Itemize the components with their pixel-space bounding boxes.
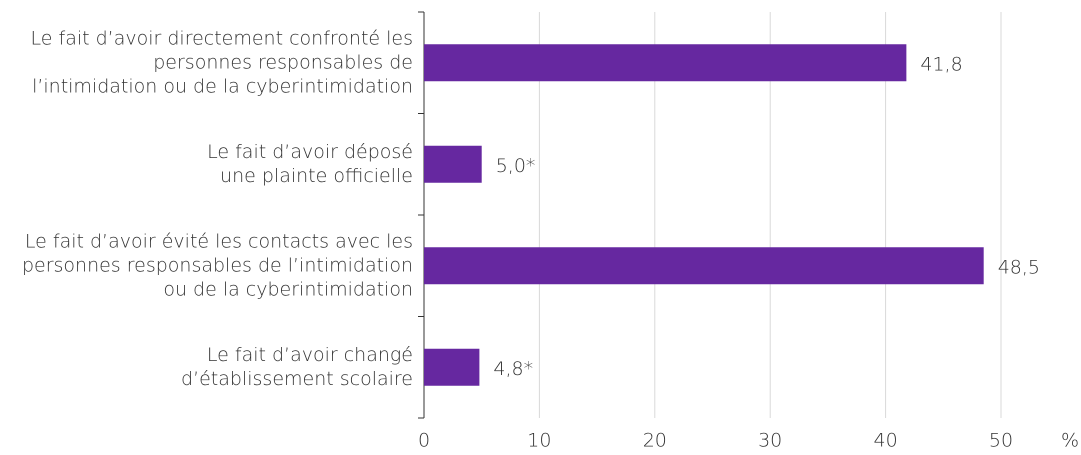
x-tick-label: 40 (874, 430, 898, 452)
x-tick-label: 50 (989, 430, 1013, 452)
bar (424, 247, 984, 285)
value-label: 41,8 (920, 53, 962, 75)
category-label: l’intimidation ou de la cyberintimidatio… (32, 75, 413, 97)
category-label: personnes responsables de (153, 51, 413, 73)
category-label: Le fait d’avoir déposé (207, 141, 413, 163)
category-label: Le fait d’avoir évité les contacts avec … (25, 230, 413, 252)
category-label: ou de la cyberintimidation (163, 278, 413, 300)
x-tick-label: 30 (758, 430, 782, 452)
value-label: 5,0* (496, 155, 536, 177)
category-label: Le fait d’avoir directement confronté le… (31, 27, 413, 49)
bar (424, 348, 480, 386)
x-tick-label: 10 (527, 430, 551, 452)
category-label: d’établissement scolaire (181, 368, 413, 390)
category-label: une plainte officielle (220, 165, 413, 187)
x-tick-label: 0 (418, 430, 430, 452)
category-label: Le fait d’avoir changé (207, 344, 413, 366)
bar (424, 44, 907, 82)
x-axis-label: % (1061, 430, 1079, 452)
category-label: personnes responsables de l’intimidation (22, 254, 413, 276)
x-tick-label: 20 (643, 430, 667, 452)
bar (424, 145, 482, 183)
value-label: 4,8* (493, 358, 533, 380)
value-label: 48,5 (998, 256, 1040, 278)
